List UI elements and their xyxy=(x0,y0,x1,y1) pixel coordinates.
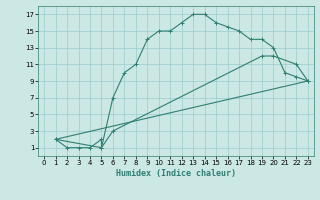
X-axis label: Humidex (Indice chaleur): Humidex (Indice chaleur) xyxy=(116,169,236,178)
